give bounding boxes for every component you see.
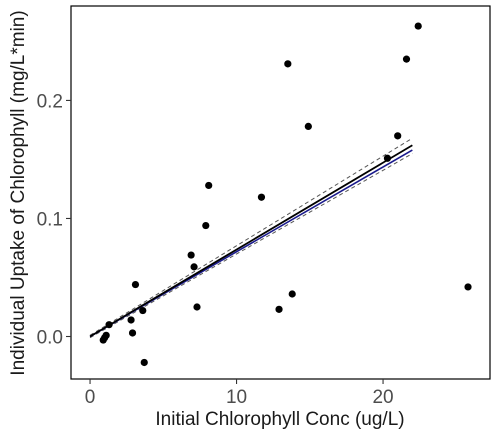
x-tick-label: 20 [372,387,393,408]
data-point [394,132,402,140]
data-point [414,22,422,30]
plot-panel [70,5,491,380]
fit-line [89,144,413,338]
y-axis-title: Individual Uptake of Chlorophyll (mg/L*m… [8,10,29,375]
y-tick-label: 0.1 [37,209,63,230]
data-point [131,280,140,289]
data-point [140,358,148,367]
data-point [127,316,135,324]
x-axis-ticks: 0 10 20 [85,379,394,408]
data-point [304,122,312,130]
data-point [105,321,113,329]
y-tick-label: 0.2 [37,91,63,112]
data-point [275,305,283,313]
data-point [102,331,110,339]
data-point [284,60,292,68]
y-tick-label: 0.0 [37,328,63,349]
x-tick-label: 0 [85,387,96,408]
y-axis-ticks: 0.0 0.1 0.2 [37,91,71,349]
data-points [99,22,472,367]
data-point [193,303,201,311]
data-point [202,221,210,230]
data-point [205,181,213,190]
data-point [187,251,195,259]
data-point [128,329,137,337]
data-point [190,263,198,271]
data-point [288,290,296,298]
data-point [257,193,266,201]
ci-lower-line [89,153,413,339]
x-axis-title: Initial Chlorophyll Conc (ug/L) [155,409,404,430]
x-tick-label: 10 [226,387,247,408]
data-point [383,154,392,162]
data-point [402,55,411,63]
data-point [139,306,147,315]
confidence-band [89,137,413,339]
fit-lines [89,144,413,338]
data-point [464,283,472,291]
